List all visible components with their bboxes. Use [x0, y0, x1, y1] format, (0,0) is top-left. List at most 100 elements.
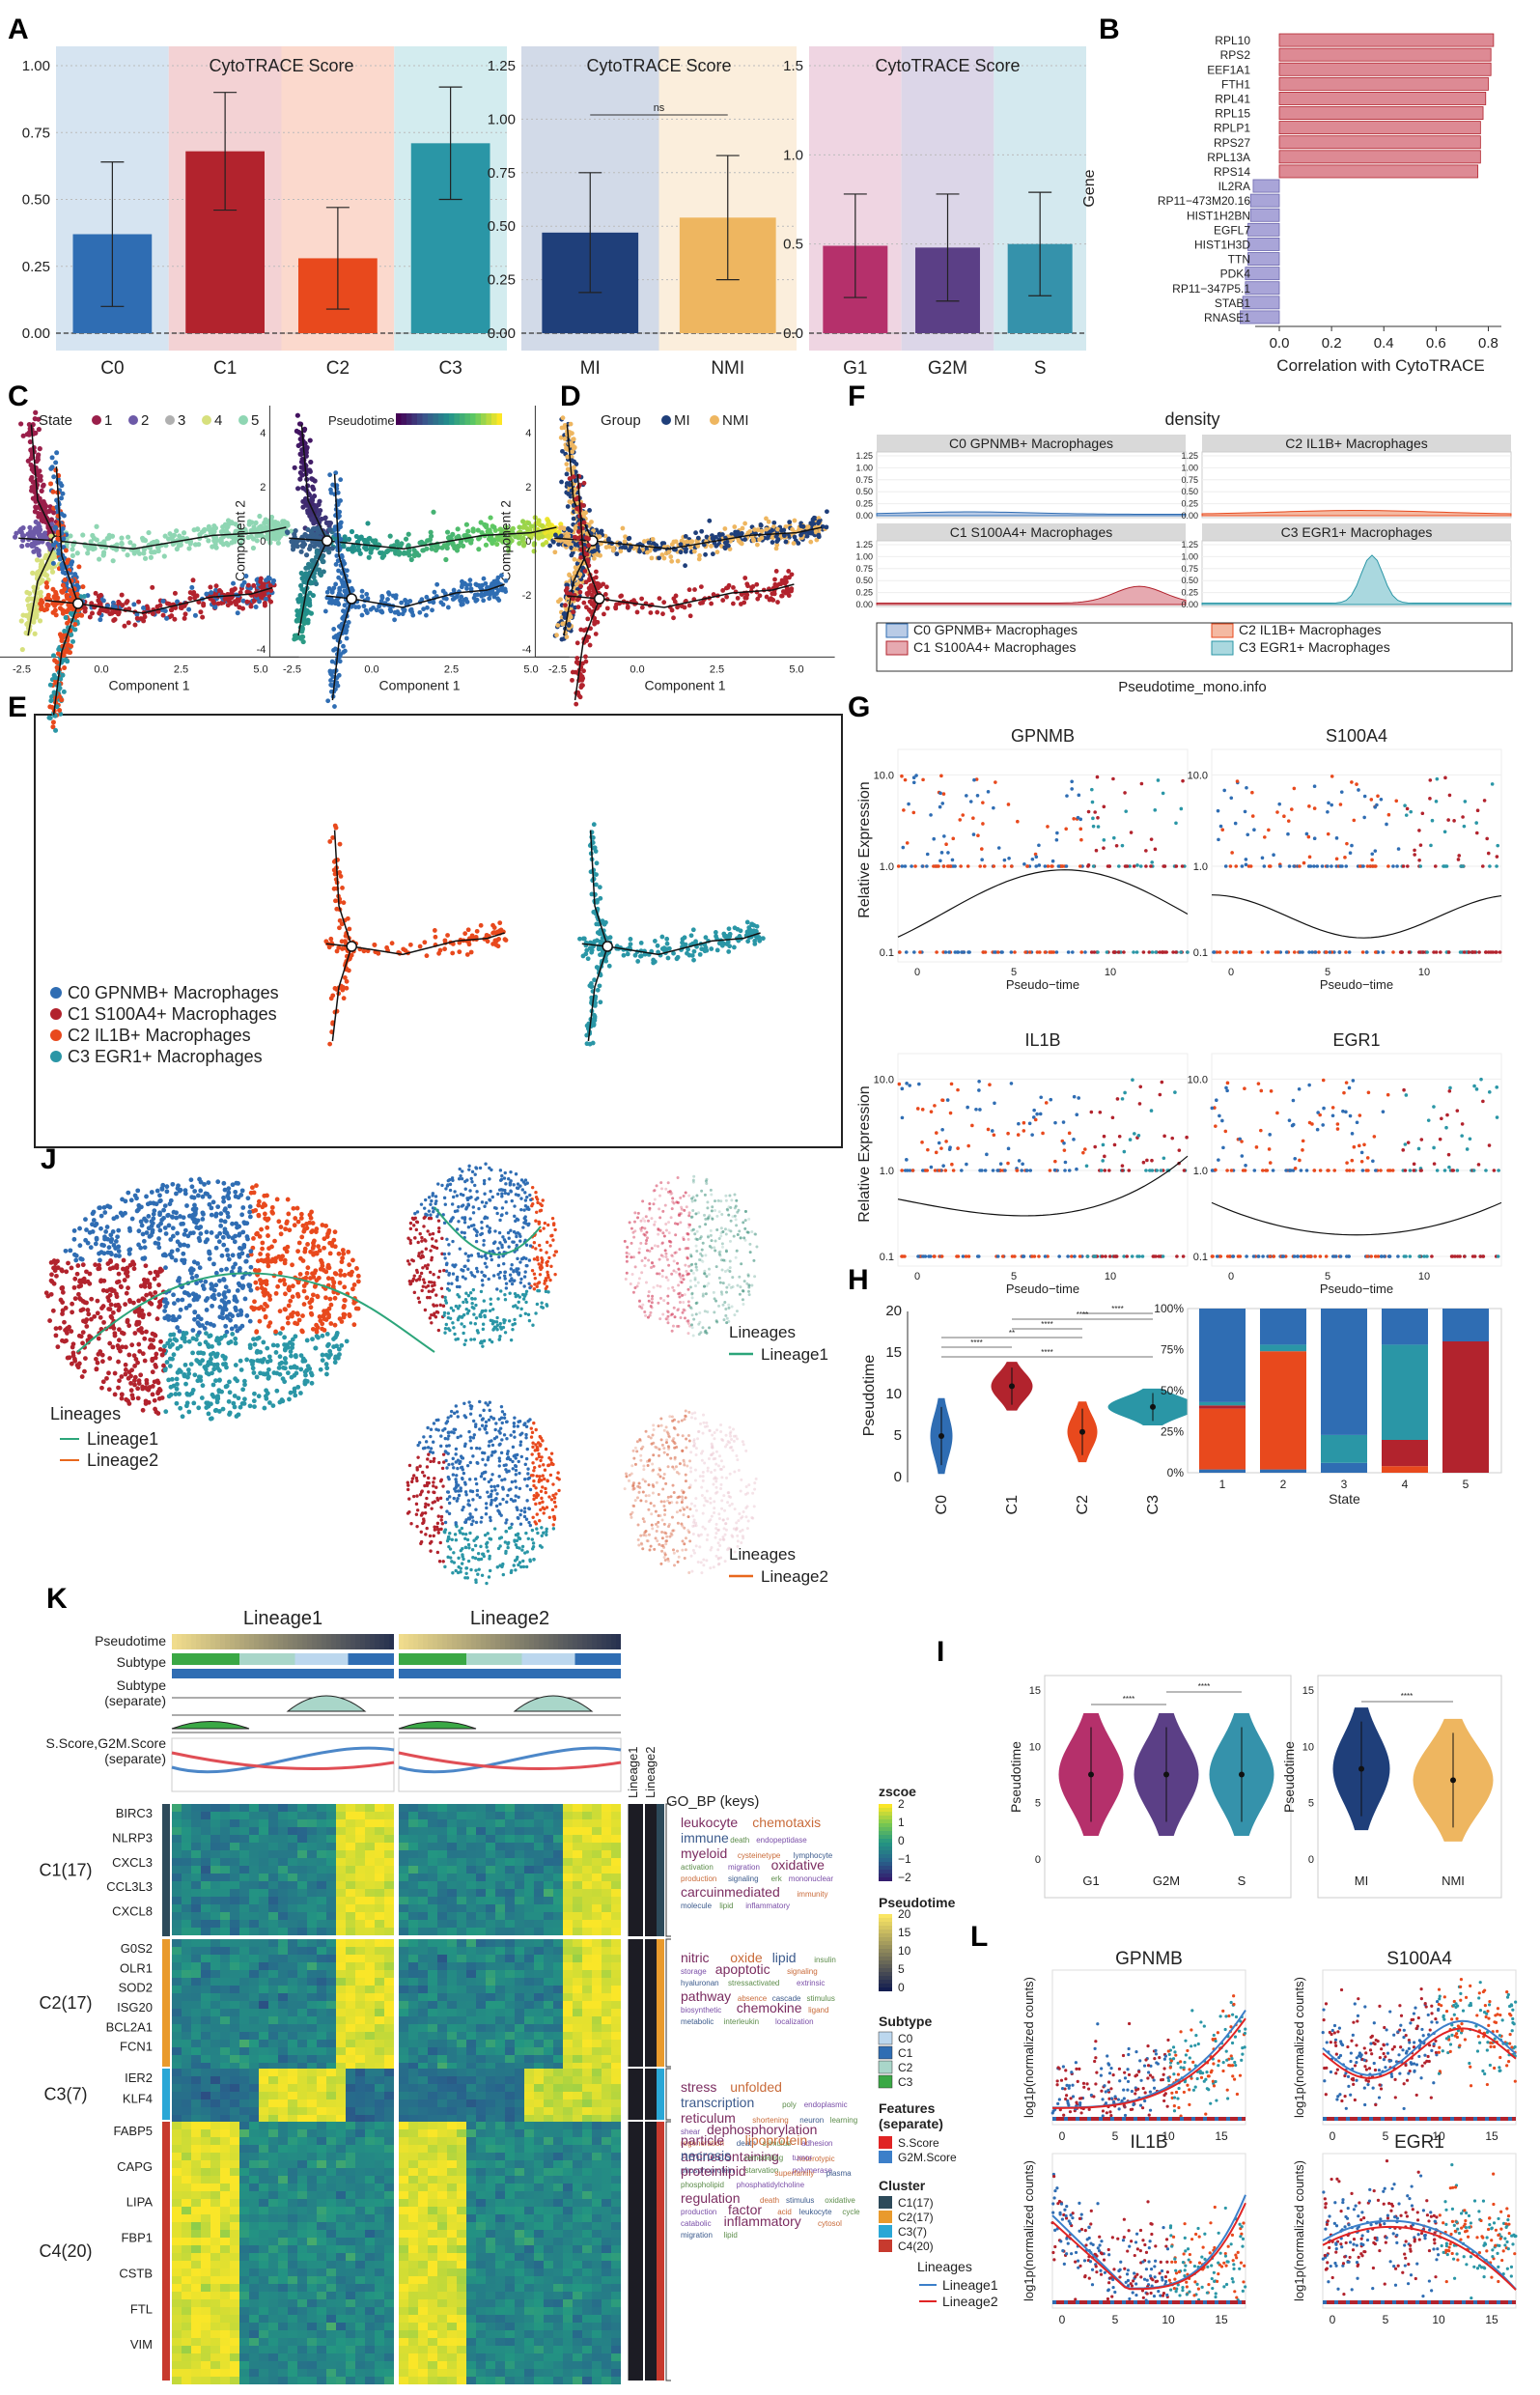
expression-point	[1117, 864, 1121, 868]
expression-point	[1328, 950, 1332, 954]
expression-point	[1461, 864, 1466, 868]
point	[720, 588, 726, 593]
point	[463, 521, 469, 527]
point	[164, 615, 170, 621]
point	[571, 609, 575, 615]
y-tick-label: 0.00	[1181, 511, 1198, 521]
point	[641, 539, 647, 544]
point	[432, 928, 437, 933]
point	[365, 521, 371, 526]
point	[297, 469, 303, 476]
point	[571, 474, 576, 480]
gene-label: RNASE1	[1204, 311, 1250, 324]
expression-point	[1282, 814, 1286, 819]
point	[196, 542, 202, 548]
point	[66, 642, 71, 648]
point	[200, 614, 206, 620]
legend-dot	[710, 415, 719, 425]
expression-point	[911, 780, 916, 785]
expression-point	[1107, 864, 1112, 868]
panel-e-frame	[34, 714, 843, 1148]
point	[33, 519, 39, 525]
gene-label: STAB1	[1215, 296, 1250, 310]
point	[416, 552, 422, 558]
point	[245, 534, 251, 541]
expression-point	[1037, 843, 1041, 848]
point	[453, 544, 459, 549]
point	[96, 594, 101, 600]
point	[625, 951, 630, 957]
expression-point	[1434, 800, 1439, 803]
legend-dot	[50, 1051, 62, 1062]
panel-letter-g: G	[848, 691, 870, 723]
legend-label: C2 IL1B+ Macrophages	[1239, 622, 1381, 637]
point	[367, 535, 373, 542]
point	[110, 604, 116, 609]
point	[574, 656, 580, 661]
point	[775, 582, 780, 588]
y-tick-label: 4	[260, 428, 266, 439]
expression-point	[1381, 950, 1386, 954]
facet-bg	[876, 451, 1187, 519]
point	[329, 659, 335, 664]
expression-point	[1122, 950, 1126, 954]
chart-title: density	[1164, 409, 1219, 429]
expression-point	[1404, 813, 1409, 817]
expression-point	[1432, 950, 1436, 954]
y-tick-label: 0.25	[855, 499, 873, 509]
point	[232, 586, 238, 592]
point	[97, 610, 102, 616]
facet-label: C3 EGR1+ Macrophages	[1281, 524, 1433, 540]
point	[312, 478, 318, 484]
point	[407, 942, 413, 947]
point	[661, 555, 667, 561]
expression-point	[992, 864, 996, 868]
point	[258, 578, 264, 584]
point	[337, 925, 342, 931]
gene-label: HIST1H2BN	[1187, 209, 1250, 222]
point	[644, 549, 650, 555]
expression-point	[1096, 825, 1101, 829]
point	[666, 549, 671, 555]
point	[298, 549, 304, 554]
colorbar-swatch	[486, 413, 491, 425]
gene-label: RPL13A	[1207, 151, 1250, 164]
point	[20, 612, 26, 618]
axis-title: Correlation with CytoTRACE	[1276, 356, 1484, 375]
point	[150, 584, 155, 590]
point	[593, 569, 599, 575]
y-tick-label: 1.00	[488, 111, 516, 127]
point	[364, 610, 370, 615]
expression-point	[1134, 950, 1139, 954]
point	[742, 576, 748, 580]
point	[783, 575, 788, 580]
point	[126, 620, 131, 626]
point	[331, 627, 337, 632]
point	[491, 524, 497, 530]
point	[657, 596, 662, 602]
point	[571, 516, 576, 521]
expression-point	[910, 864, 913, 868]
x-tick-label: C3	[438, 358, 462, 379]
point	[62, 586, 68, 592]
point	[691, 549, 697, 554]
x-tick-label: NMI	[711, 358, 744, 379]
point	[418, 539, 425, 545]
axis-title: Component 1	[644, 677, 725, 692]
y-tick-label: 0.5	[783, 237, 803, 253]
expression-point	[932, 836, 937, 841]
expression-point	[994, 780, 997, 784]
point	[199, 529, 205, 535]
legend-swatch	[885, 623, 909, 638]
y-tick-label: 0.25	[1181, 499, 1198, 509]
point	[333, 825, 339, 831]
point	[53, 675, 59, 681]
point	[574, 701, 579, 707]
point	[573, 547, 577, 552]
point	[594, 872, 599, 878]
point	[406, 531, 411, 537]
point	[787, 520, 793, 525]
point	[36, 530, 42, 536]
point	[628, 937, 633, 942]
